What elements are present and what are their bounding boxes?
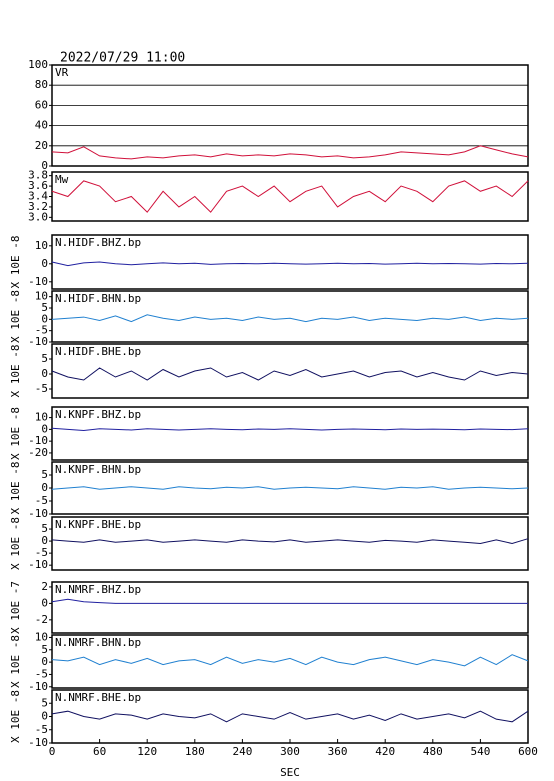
y-tick-label: 100 [28,58,48,71]
y-tick-label: -10 [28,275,48,288]
trace-name: N.NMRF.BHN.bp [55,636,141,649]
y-tick-label: -5 [35,723,48,736]
y-tick-label: 5 [41,522,48,535]
y-tick-label: 0 [41,159,48,172]
x-tick-label: 240 [232,745,252,758]
y-tick-label: 5 [41,696,48,709]
trace [51,145,529,160]
y-tick-label: 0 [41,534,48,547]
y-tick-label: 0 [41,422,48,435]
trace [51,314,529,323]
y-tick-label: -2 [35,613,48,626]
x-tick-label: 300 [280,745,300,758]
y-tick-label: -5 [35,546,48,559]
y-axis-label: X 10E -8 [9,635,22,688]
trace-name: N.NMRF.BHZ.bp [55,583,141,596]
y-tick-label: 0 [41,312,48,325]
y-tick-label: 0 [41,655,48,668]
y-axis-label: X 10E -7 [9,581,22,634]
y-tick-label: 40 [35,119,48,132]
y-tick-label: -10 [28,507,48,520]
y-tick-label: -5 [35,667,48,680]
y-tick-label: 10 [35,290,48,303]
panel-frame [51,581,529,634]
y-tick-label: -10 [28,680,48,693]
y-tick-label: -10 [28,434,48,447]
y-tick-label: 5 [41,352,48,365]
trace-name: N.HIDF.BHZ.bp [55,236,141,249]
x-tick-label: 480 [423,745,443,758]
trace-name: N.HIDF.BHN.bp [55,292,141,305]
y-axis-label: X 10E -8 [9,236,22,289]
y-tick-label: 5 [41,468,48,481]
x-tick-label: 360 [328,745,348,758]
panel-frame [51,516,529,571]
x-tick-label: 420 [375,745,395,758]
trace [51,486,529,490]
x-tick-label: 600 [518,745,538,758]
y-tick-label: -10 [28,335,48,348]
panel-frame [51,290,529,343]
y-tick-label: 80 [35,78,48,91]
y-tick-label: -5 [35,494,48,507]
trace [51,367,529,381]
trace [51,598,528,604]
y-axis-label: X 10E -8 [9,290,22,343]
x-tick-label: 0 [49,745,56,758]
trace-name: N.KNPF.BHN.bp [55,463,141,476]
y-tick-label: 5 [41,301,48,314]
y-tick-label: 0 [41,596,48,609]
y-tick-label: 0 [41,367,48,380]
y-axis-label: X 10E -8 [9,517,22,570]
y-tick-label: -5 [35,324,48,337]
x-tick-label: 180 [185,745,205,758]
y-tick-label: 5 [41,643,48,656]
y-tick-label: 3.0 [28,210,48,223]
trace [51,710,529,723]
trace-name: N.HIDF.BHE.bp [55,345,141,358]
y-tick-label: -10 [28,736,48,749]
y-tick-label: 10 [35,239,48,252]
trace [51,261,529,267]
plot-title: 2022/07/29 11:00 [60,51,185,66]
trace-name: N.KNPF.BHE.bp [55,518,141,531]
trace-name: Mw [55,173,69,186]
y-axis-label: X 10E -8 [9,345,22,398]
x-tick-label: 120 [137,745,157,758]
trace-name: VR [55,66,69,79]
y-tick-label: 0 [41,257,48,270]
y-tick-label: 3.6 [28,179,48,192]
y-tick-label: 2 [41,580,48,593]
y-axis-label: X 10E -8 [9,690,22,743]
trace [51,538,529,545]
trace [51,654,529,667]
trace [51,427,529,432]
trace-name: N.NMRF.BHE.bp [55,691,141,704]
y-tick-label: 10 [35,411,48,424]
y-tick-label: 20 [35,139,48,152]
y-tick-label: 0 [41,710,48,723]
panel-frame [51,634,529,689]
x-tick-label: 60 [93,745,106,758]
y-tick-label: 3.4 [28,190,48,203]
y-tick-label: -10 [28,558,48,571]
y-axis-label: X 10E -8 [9,462,22,515]
x-axis-label: SEC [280,766,300,779]
panel-frame [51,406,529,461]
y-tick-label: -20 [28,446,48,459]
y-axis-label: X 10E -8 [9,407,22,460]
trace [51,180,529,213]
y-tick-label: 0 [41,481,48,494]
y-tick-label: 3.8 [28,169,48,182]
trace-name: N.KNPF.BHZ.bp [55,408,141,421]
y-tick-label: 60 [35,98,48,111]
x-tick-label: 540 [470,745,490,758]
y-tick-label: 3.2 [28,200,48,213]
y-tick-label: 10 [35,630,48,643]
y-tick-label: -5 [35,382,48,395]
